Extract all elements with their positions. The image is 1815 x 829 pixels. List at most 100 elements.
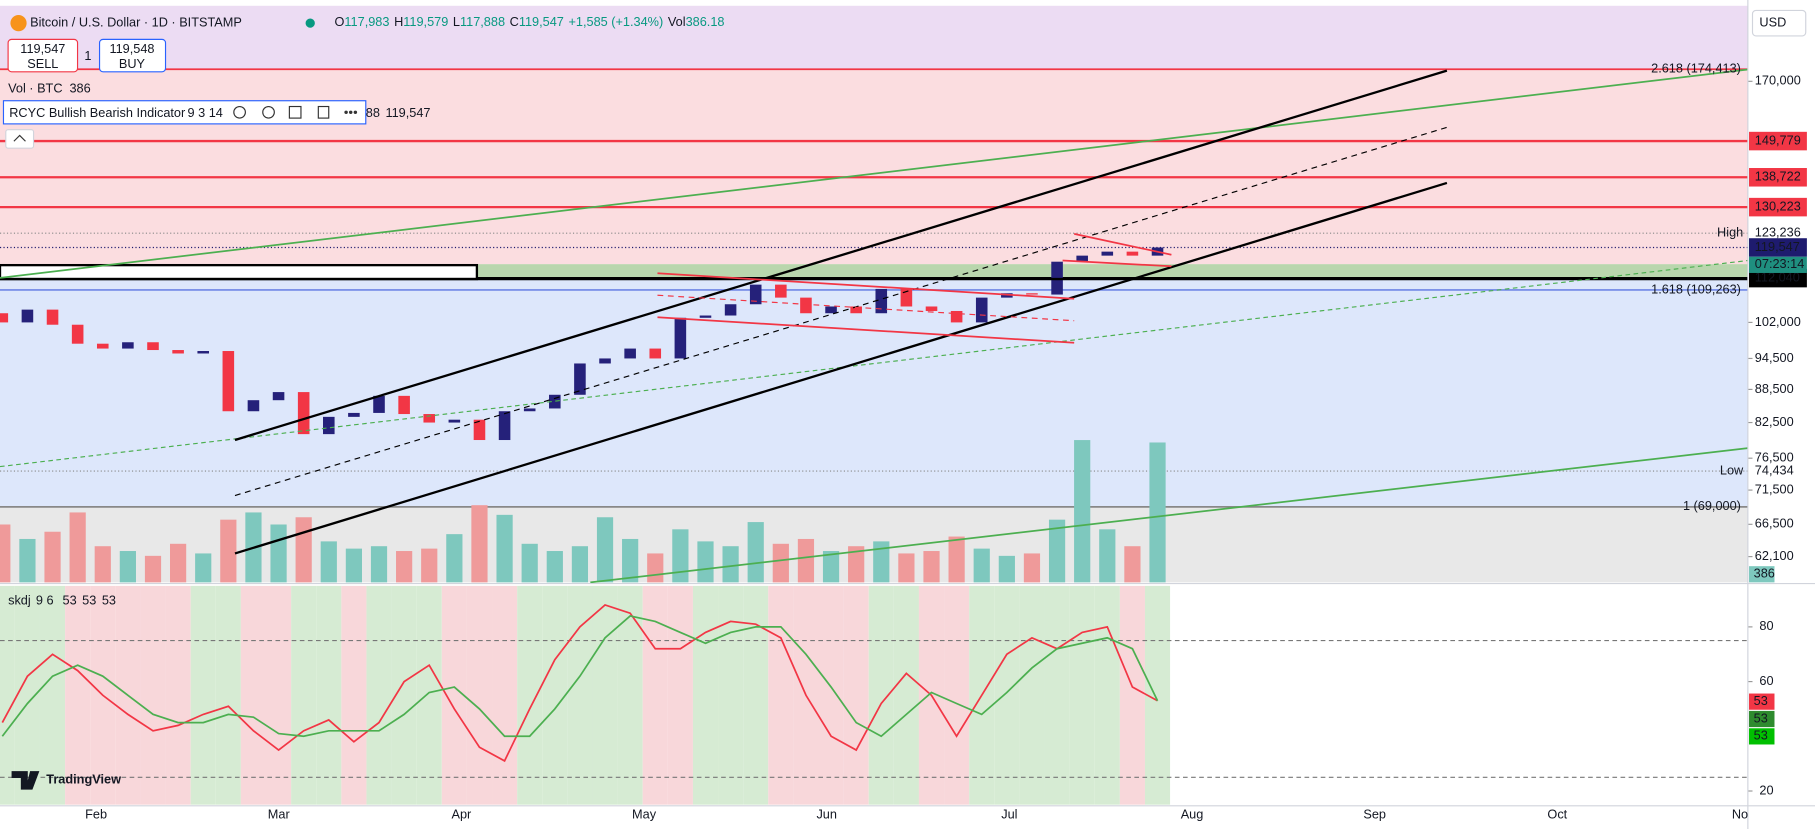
x-tick-label: Mar (268, 806, 291, 821)
indicator-legend[interactable] (2, 100, 367, 125)
volume-bar (923, 551, 940, 583)
volume-bar (396, 551, 413, 583)
signal-band (190, 585, 216, 805)
low-label: Low (1720, 462, 1744, 477)
volume-badge-label: 386 (1754, 566, 1775, 581)
signal-band (240, 585, 267, 805)
candle-body (272, 392, 285, 401)
volume-bar (270, 524, 287, 583)
eye-icon[interactable] (233, 105, 246, 119)
candle-body (950, 310, 963, 323)
oscillator-badge (1749, 693, 1775, 710)
volume-bar (195, 553, 212, 583)
x-tick-label: Sep (1363, 806, 1386, 821)
volume-bar (898, 553, 915, 583)
volume-bar (144, 555, 162, 583)
volume-bar (772, 543, 789, 583)
signal-band (140, 585, 166, 805)
price-badge (1749, 131, 1807, 151)
volume-bar (1074, 440, 1091, 583)
volume-bar (747, 522, 764, 583)
candle-body (574, 363, 586, 395)
candle-body (599, 358, 611, 364)
candle-body (498, 411, 511, 441)
oscillator-line (1, 603, 1158, 763)
marks-layer (0, 247, 1166, 763)
candle-body (900, 288, 913, 307)
y-tick-label: 82,500 (1755, 414, 1794, 429)
candle-body (222, 351, 235, 412)
volume-bar (546, 551, 563, 583)
delete-icon[interactable] (317, 105, 330, 119)
settings-icon[interactable] (262, 105, 275, 119)
candle-body (1101, 251, 1114, 256)
volume-bar (973, 548, 990, 583)
indicator-name: RCYC Bullish Bearish Indicator (9, 105, 186, 120)
y-tick-label: 80 (1759, 618, 1773, 633)
indicator-prefix: 88 (366, 105, 380, 120)
trend-line (0, 259, 1748, 468)
volume-bar (948, 536, 965, 583)
buy-button[interactable] (98, 38, 167, 73)
volume-bar (496, 514, 513, 583)
x-tick-label: May (632, 806, 657, 821)
zone (0, 5, 1748, 70)
x-tick-label: Feb (85, 806, 107, 821)
more-icon (348, 110, 353, 115)
volume-bar (44, 531, 61, 583)
candle-body (172, 350, 184, 354)
oscillator-line (1, 615, 1159, 738)
ohlc-value: 117,983 (344, 15, 389, 30)
price-badge-label: 149,779 (1755, 132, 1801, 147)
collapse-button[interactable] (5, 129, 35, 149)
signal-band (868, 585, 894, 805)
ohlc-value: 119,547 (519, 15, 564, 30)
y-tick-label: 102,000 (1755, 314, 1801, 329)
volume-bar (446, 534, 463, 583)
candle-body (925, 306, 938, 311)
signal-band (768, 585, 794, 805)
flag-line (657, 294, 1075, 322)
signal-band (567, 585, 593, 805)
candle-body (96, 343, 109, 349)
candle-body (549, 394, 561, 409)
x-tick-label: No (1732, 806, 1748, 821)
candle-body (724, 304, 737, 316)
y-tick-label: 76,500 (1755, 450, 1794, 465)
signal-band (492, 585, 518, 805)
currency: USD (1759, 15, 1786, 30)
signal-band (692, 585, 719, 805)
volume-bar (1149, 442, 1166, 583)
price-badge-label: 112,040 (1755, 269, 1800, 284)
signal-band (893, 585, 919, 805)
sell-button[interactable] (7, 38, 79, 73)
oscillator-badge-label: 53 (1754, 728, 1768, 743)
source-icon[interactable] (288, 105, 302, 119)
symbol: Bitcoin / U.S. Dollar · 1D · BITSTAMP (30, 15, 242, 30)
volume-bar (1099, 529, 1116, 583)
volume-bar (19, 538, 36, 583)
oscillator-value: 53 (102, 592, 116, 607)
currency-button[interactable] (1751, 9, 1807, 37)
collapse-icon (13, 134, 26, 142)
pennant-line (1074, 233, 1172, 256)
x-tick-label: Jun (816, 806, 837, 821)
signal-band (743, 585, 769, 805)
volume-bar (421, 548, 438, 583)
volume-bar (295, 517, 312, 583)
legend: Bitcoin / U.S. Dollar · 1D · BITSTAMP O1… (2, 9, 1807, 790)
signal-band (39, 585, 66, 805)
signal-band (944, 585, 970, 805)
ohlc-label: O (335, 15, 345, 30)
candle-body (825, 306, 837, 314)
status-dot (305, 18, 315, 28)
logo: TradingView (46, 772, 121, 787)
oscillator-value: 53 (63, 592, 77, 607)
volume-bar (822, 551, 840, 583)
more-icon[interactable] (344, 110, 348, 115)
volume-bar (345, 548, 363, 583)
candle-body (649, 348, 662, 359)
signal-band (215, 585, 241, 805)
signal-band (366, 585, 392, 805)
